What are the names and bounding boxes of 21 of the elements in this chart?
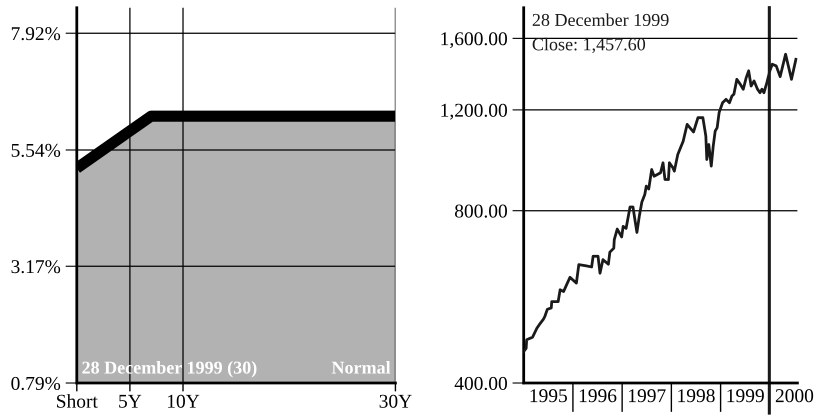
y-tick-label: 800.00 bbox=[454, 204, 507, 218]
x-tick-label: 30Y bbox=[380, 394, 412, 408]
y-tick-label: 400.00 bbox=[454, 376, 507, 390]
y-tick-label: 0.79% bbox=[11, 376, 60, 390]
annotation: Close: 1,457.60 bbox=[532, 38, 646, 54]
x-tick-label: 1996 bbox=[580, 389, 616, 402]
x-tick-label: Short bbox=[57, 394, 98, 408]
x-tick-label: 1998 bbox=[678, 389, 715, 402]
x-tick-label: 1999 bbox=[727, 389, 764, 402]
y-tick-label: 1,200.00 bbox=[441, 104, 507, 120]
annotation: Normal bbox=[332, 361, 390, 374]
y-tick-label: 5.54% bbox=[12, 144, 60, 158]
x-tick-label: 1997 bbox=[629, 389, 666, 402]
x-tick-label: 2000 bbox=[776, 389, 814, 402]
x-tick-label: 1995 bbox=[530, 389, 567, 402]
y-tick-label: 3.17% bbox=[12, 260, 60, 274]
annotation: 28 December 1999 bbox=[532, 13, 669, 26]
x-tick-label: 10Y bbox=[168, 394, 200, 408]
y-tick-label: 1,600.00 bbox=[441, 32, 507, 48]
y-tick-label: 7.92% bbox=[12, 27, 60, 40]
x-tick-label: 5Y bbox=[119, 394, 142, 408]
